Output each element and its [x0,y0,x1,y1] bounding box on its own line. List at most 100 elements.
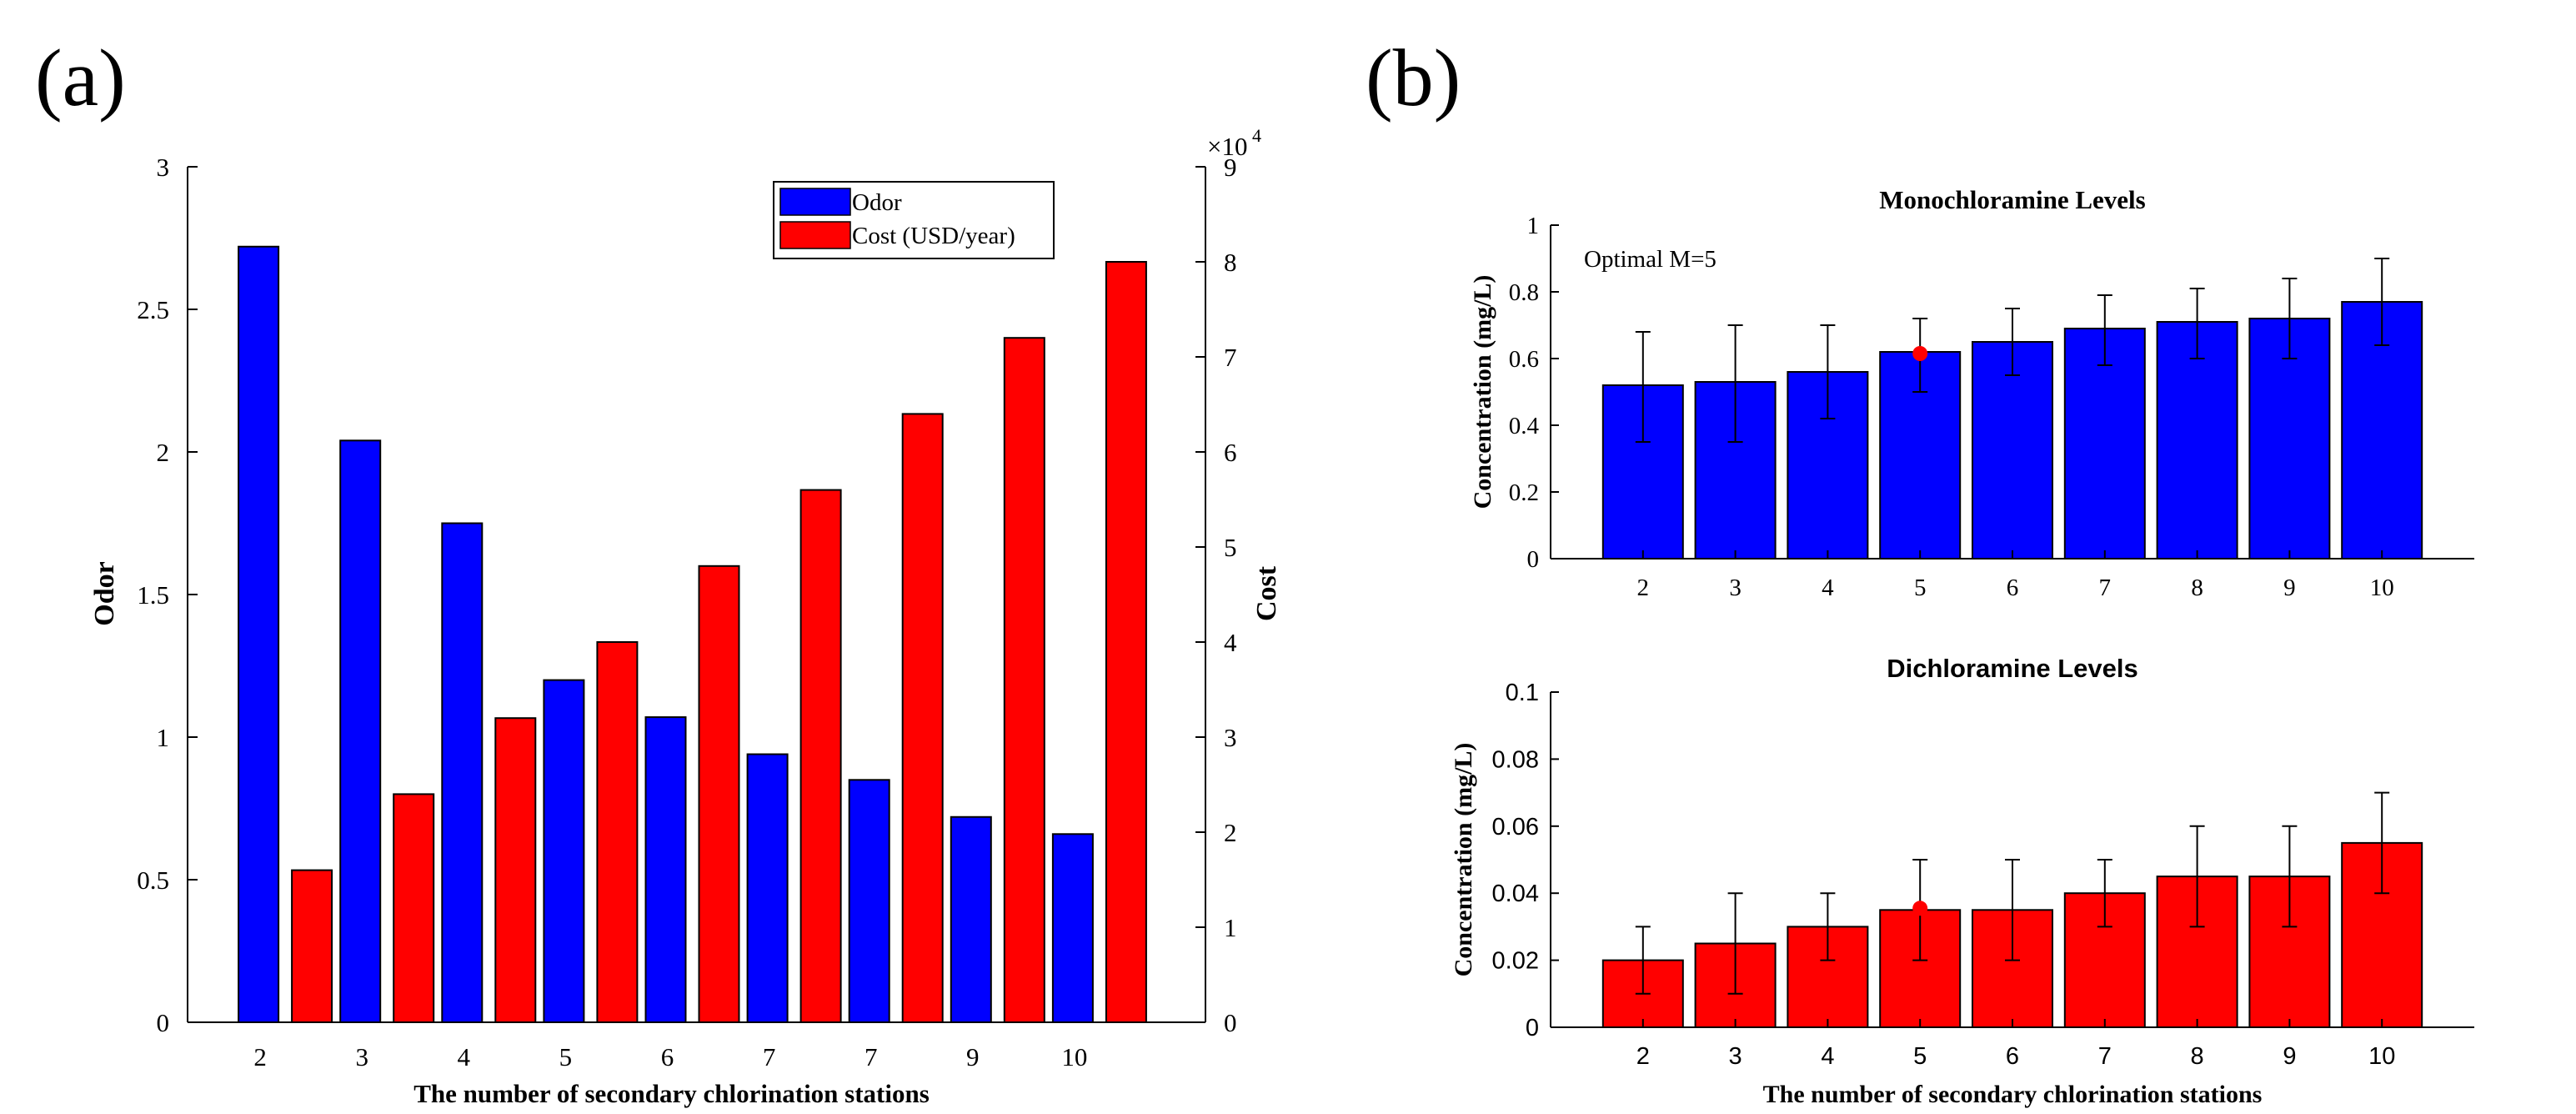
left-tick-label: 1.5 [137,580,169,610]
odor-bar [950,815,992,1024]
x-tick-label: 9 [966,1042,980,1071]
panel-label-b: (b) [1366,33,1461,123]
cost-bar [799,489,842,1023]
y-tick-label: 1 [1527,213,1540,239]
right-tick-label: 8 [1224,248,1237,277]
optimal-annotation: Optimal M=5 [1584,246,1716,273]
x-tick-label: 2 [253,1042,267,1071]
cost-bar [901,413,944,1023]
odor-bar [441,522,484,1023]
legend-odor-label: Odor [852,189,902,216]
dichloramine-chart: 0 0.02 0.04 0.06 0.08 0.1 2 3 4 5 6 7 8 9 10 Dichlorami… [1450,654,2474,1108]
x-tick-label: 7 [763,1042,776,1071]
x-tick-label: 10 [2370,575,2394,601]
x-tick-label: 10 [1061,1042,1087,1071]
monochloramine-chart: 0 0.2 0.4 0.6 0.8 1 2 3 4 5 6 7 8 9 10 Monochloramine L… [1469,185,2474,601]
x-tick-label: 9 [2283,575,2296,601]
x-tick-label: 8 [2191,575,2203,601]
left-tick-label: 0.5 [137,866,169,895]
y-tick-label: 0.08 [1492,746,1539,773]
x-tick-label: 7 [2098,1043,2112,1070]
optimal-marker [1912,901,1928,916]
x-tick-label: 9 [2283,1043,2296,1070]
right-tick-label: 1 [1224,913,1237,942]
x-tick-label: 10 [2368,1043,2395,1070]
odor-bar [848,779,890,1023]
bar [1972,341,2053,560]
right-tick-label: 4 [1224,628,1237,657]
y2-axis-label: Cost [1251,565,1282,621]
cost-bar [596,641,639,1023]
right-tick-label: 0 [1224,1008,1237,1037]
cost-bar [393,793,435,1024]
left-tick-label: 1 [157,723,170,752]
right-tick-label: 6 [1224,438,1237,467]
right-tick-label: 7 [1224,343,1237,372]
x-tick-label: 3 [1729,575,1742,601]
left-tick-label: 0 [157,1008,170,1037]
x-tick-label: 4 [1821,1043,1834,1070]
bar [2063,328,2146,560]
left-tick-label: 3 [157,153,170,182]
y-axis-label: Concentration (mg/L) [1450,743,1477,977]
cost-bar [1105,261,1147,1023]
x-tick-label: 2 [1636,1043,1650,1070]
chart-title: Monochloramine Levels [1879,185,2145,214]
odor-bar [543,679,585,1023]
bar [1787,371,1869,560]
left-tick-label: 2.5 [137,295,169,324]
odor-bar [644,716,687,1023]
right-tick-label: 5 [1224,533,1237,562]
bar [2156,321,2238,560]
cost-bar [1003,337,1045,1023]
y-tick-label: 0 [1526,1015,1539,1041]
cost-bar [494,717,537,1023]
x-tick-label: 4 [1822,575,1834,601]
y2-exponent-multiplier: ×10 [1207,132,1247,161]
legend-cost-label: Cost (USD/year) [852,223,1015,249]
x-tick-label: 5 [1913,1043,1927,1070]
y-tick-label: 0.8 [1509,279,1539,306]
right-tick-label: 9 [1224,153,1237,182]
y-tick-label: 0.04 [1492,881,1539,907]
y-tick-label: 0.06 [1492,814,1539,841]
x-tick-label: 7 [2099,575,2112,601]
x-tick-label: 8 [2191,1043,2204,1070]
y-tick-label: 0.2 [1509,479,1539,506]
odor-bar [746,753,789,1024]
x-axis-label: The number of secondary chlorination sta… [1763,1081,2263,1108]
y-tick-label: 0.6 [1509,346,1539,373]
x-tick-label: 3 [355,1042,368,1071]
x-axis-label: The number of secondary chlorination sta… [413,1079,930,1108]
odor-bar [1051,833,1094,1024]
cost-bar [291,869,333,1023]
y-tick-label: 0 [1527,546,1540,573]
legend-odor-swatch [779,188,851,216]
x-tick-label: 6 [2006,1043,2019,1070]
y-axis-label: Concentration (mg/L) [1469,275,1496,509]
y2-exponent-power: 4 [1252,125,1261,146]
x-tick-label: 4 [458,1042,471,1071]
x-tick-label: 6 [661,1042,674,1071]
x-tick-label: 2 [1637,575,1650,601]
x-tick-label: 6 [2007,575,2019,601]
y-axis-label: Odor [89,561,120,625]
optimal-marker [1912,346,1928,361]
left-tick-label: 2 [157,438,170,467]
x-tick-label: 5 [559,1042,573,1071]
y-tick-label: 0.02 [1492,948,1539,975]
panel-label-a: (a) [35,33,126,123]
cost-bar [698,565,740,1023]
y-tick-label: 0.4 [1509,413,1540,439]
x-tick-label: 5 [1914,575,1927,601]
x-tick-label: 3 [1729,1043,1742,1070]
chart-title: Dichloramine Levels [1887,654,2138,683]
y-tick-label: 0.1 [1506,680,1539,706]
odor-bar [339,439,382,1023]
right-tick-label: 2 [1224,818,1237,847]
x-tick-label: 7 [865,1042,878,1071]
right-tick-label: 3 [1224,723,1237,752]
odor-bar [238,245,280,1023]
